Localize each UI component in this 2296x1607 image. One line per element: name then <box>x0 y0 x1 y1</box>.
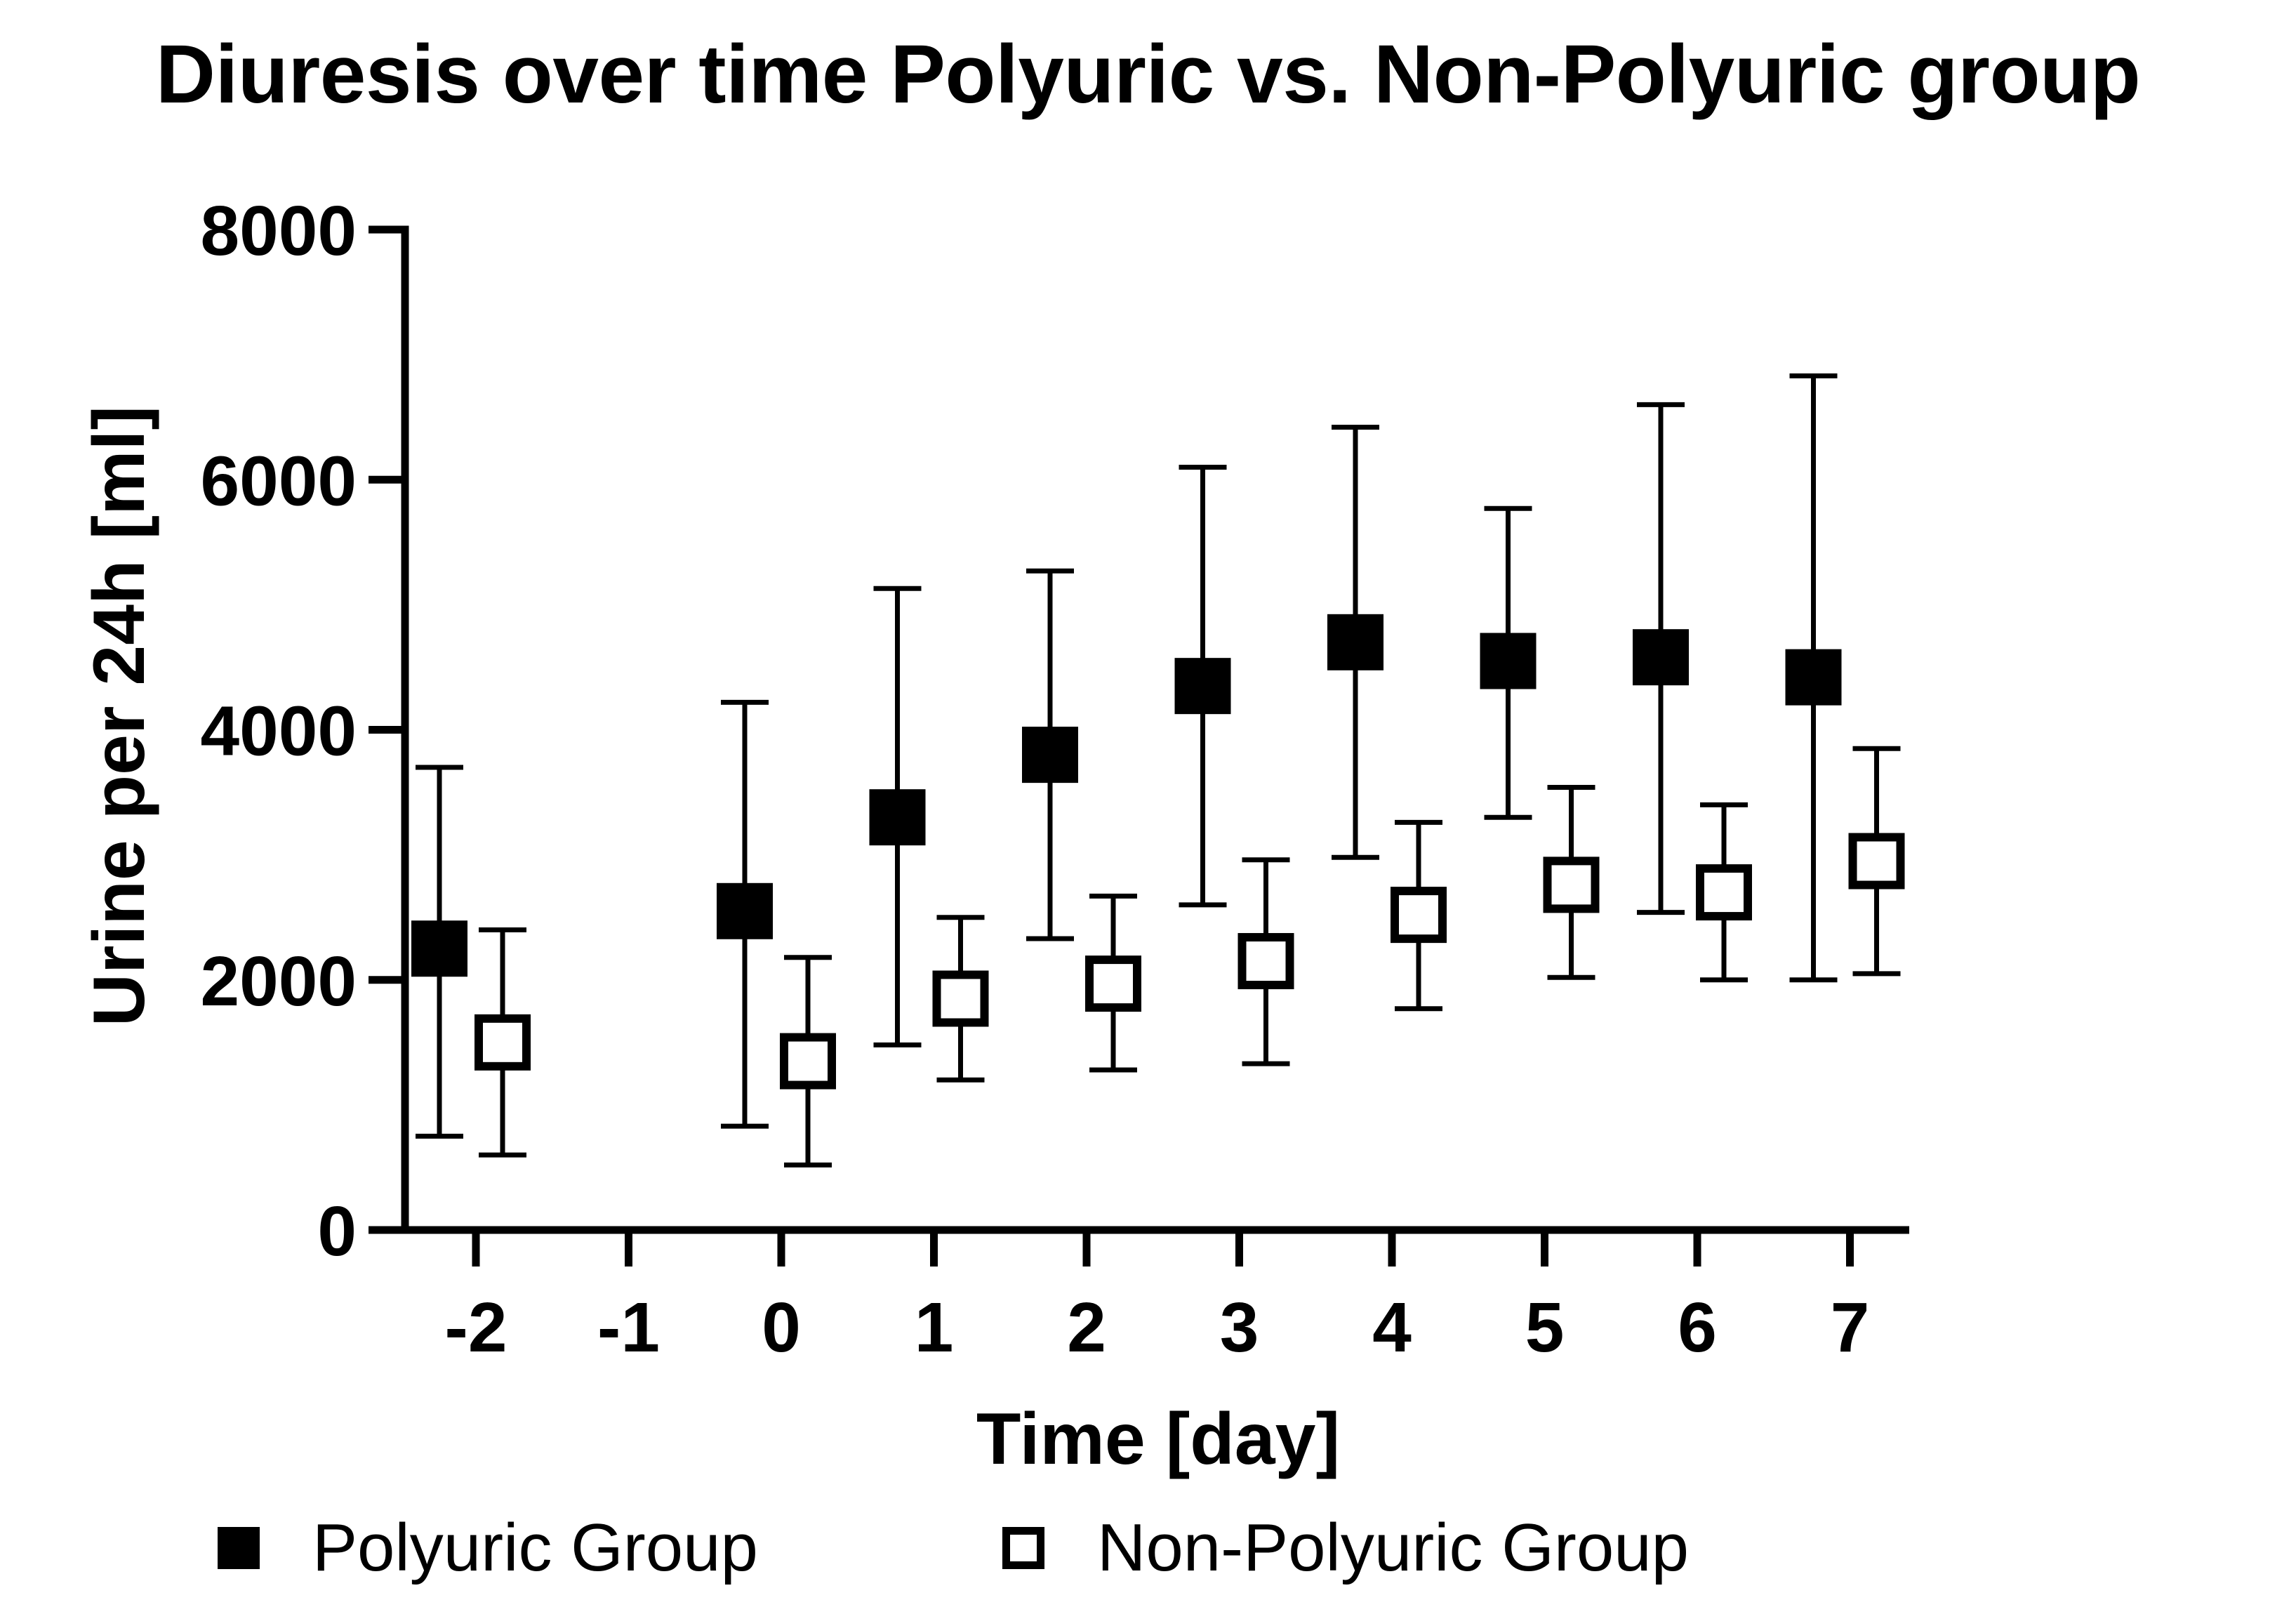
non-polyuric-point <box>1391 887 1447 944</box>
legend-label-non-polyuric: Non-Polyuric Group <box>1097 1510 1689 1585</box>
legend-label-polyuric: Polyuric Group <box>312 1510 758 1585</box>
non-polyuric-point <box>1237 933 1294 990</box>
y-tick-label: 6000 <box>201 442 357 520</box>
x-tick-label: 6 <box>1678 1288 1717 1367</box>
non-polyuric-point <box>932 970 989 1027</box>
y-tick-label: 2000 <box>201 942 357 1021</box>
legend-filled-square-marker <box>218 1527 260 1569</box>
y-axis-title: Urine per 24h [ml] <box>79 406 160 1026</box>
legend-item-polyuric: Polyuric Group <box>218 1509 758 1587</box>
non-polyuric-point <box>1085 955 1141 1012</box>
polyuric-point <box>1327 614 1383 670</box>
non-polyuric-point <box>780 1033 836 1090</box>
y-tick-label: 0 <box>317 1192 357 1271</box>
y-tick-label: 4000 <box>201 692 357 771</box>
x-tick-label: 2 <box>1067 1288 1106 1367</box>
legend-open-square-marker <box>1002 1527 1044 1569</box>
polyuric-point <box>1633 629 1689 686</box>
polyuric-point <box>1480 633 1537 689</box>
legend-item-non-polyuric: Non-Polyuric Group <box>1002 1509 1689 1587</box>
non-polyuric-point <box>1543 857 1600 913</box>
x-tick-label: 1 <box>915 1288 954 1367</box>
non-polyuric-point <box>1848 833 1905 890</box>
polyuric-point <box>1174 658 1231 715</box>
x-axis-title: Time [day] <box>976 1398 1340 1480</box>
x-tick-label: -1 <box>597 1288 660 1367</box>
x-tick-label: 5 <box>1525 1288 1565 1367</box>
x-tick-label: 3 <box>1220 1288 1259 1367</box>
axes: 0 2000 4000 6000 8000 -2 -1 0 1 2 3 4 5 6 7 <box>201 192 1909 1367</box>
y-tick-label: 8000 <box>201 192 357 270</box>
x-tick-label: 0 <box>762 1288 801 1367</box>
polyuric-point <box>411 920 467 977</box>
x-tick-label: -2 <box>445 1288 507 1367</box>
polyuric-point <box>1022 727 1078 783</box>
polyuric-point <box>717 882 773 939</box>
non-polyuric-point <box>1696 864 1752 921</box>
polyuric-point <box>1785 649 1842 706</box>
chart-title: Diuresis over time Polyuric vs. Non-Poly… <box>155 28 2141 121</box>
non-polyuric-point <box>475 1014 531 1071</box>
data-marks <box>411 373 1905 1168</box>
x-tick-label: 4 <box>1372 1288 1412 1367</box>
polyuric-point <box>869 789 926 846</box>
x-tick-label: 7 <box>1831 1288 1870 1367</box>
